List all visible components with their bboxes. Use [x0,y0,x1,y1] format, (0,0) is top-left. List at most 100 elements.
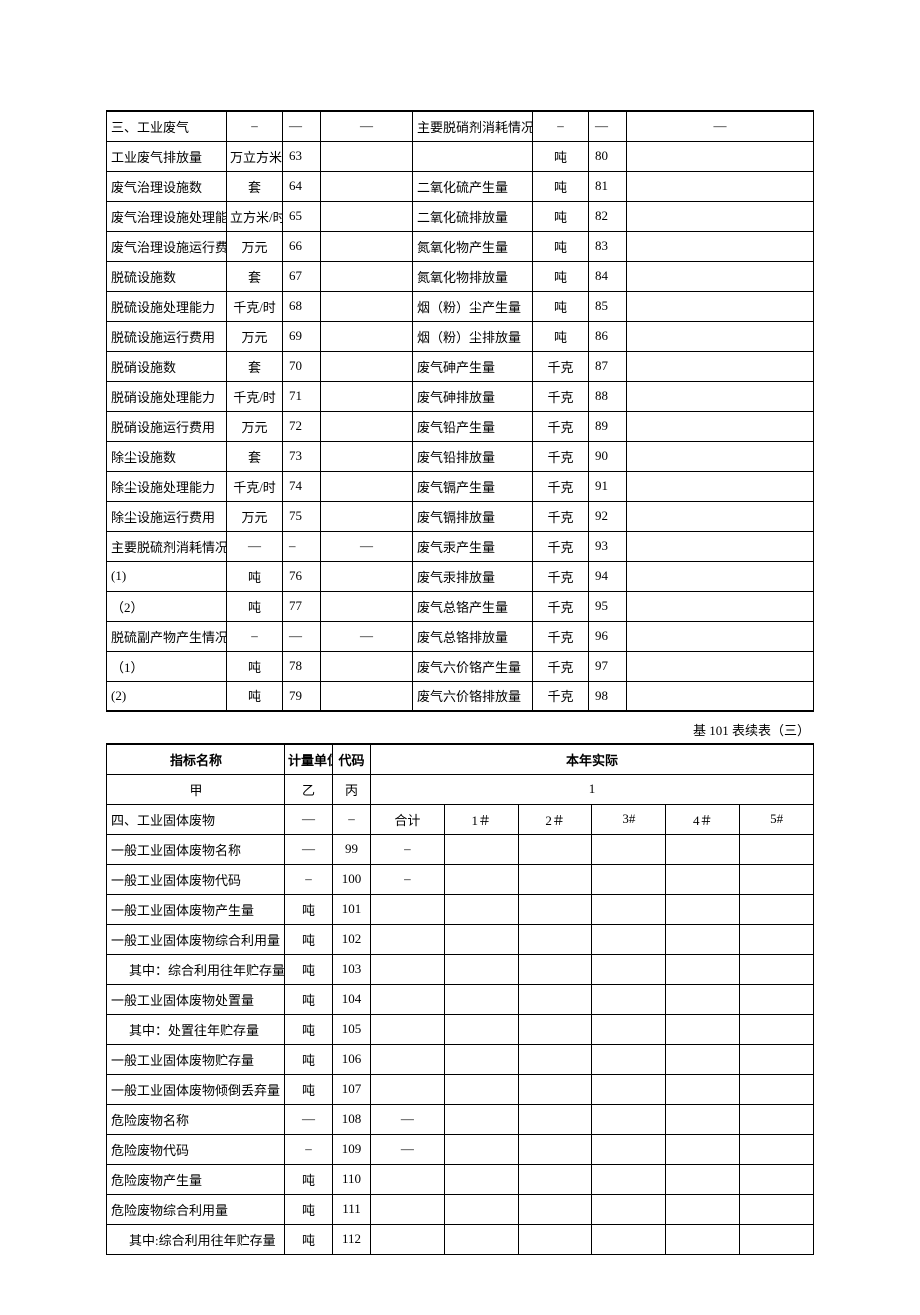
cell: 废气总铬排放量 [413,621,533,651]
cell [666,864,740,894]
table-row: 四、工业固体废物—–合计1＃2＃3#4＃5# [107,804,814,834]
cell: 85 [589,291,627,321]
cell: 氮氧化物排放量 [413,261,533,291]
cell [666,1134,740,1164]
cell: 101 [333,894,371,924]
table-row: 一般工业固体废物名称—99– [107,834,814,864]
cell: 脱硫设施数 [107,261,227,291]
cell: 69 [283,321,321,351]
table-row: 脱硝设施数套70废气砷产生量千克87 [107,351,814,381]
table-row: （2）吨77废气总铬产生量千克95 [107,591,814,621]
cell: 吨 [227,591,283,621]
cell [518,924,592,954]
cell [321,141,413,171]
table-row: 其中：综合利用往年贮存量吨103 [107,954,814,984]
cell: 吨 [285,924,333,954]
cell: – [285,864,333,894]
cell [518,1194,592,1224]
cell: 97 [589,651,627,681]
cell: 109 [333,1134,371,1164]
cell: 吨 [285,1194,333,1224]
cell [444,1044,518,1074]
cell [666,1164,740,1194]
table-row: (2)吨79废气六价铬排放量千克98 [107,681,814,711]
cell: 烟（粉）尘排放量 [413,321,533,351]
cell: — [321,111,413,141]
cell [592,924,666,954]
cell [444,1014,518,1044]
cell: 万元 [227,321,283,351]
cell [321,501,413,531]
cell: 76 [283,561,321,591]
cell: 104 [333,984,371,1014]
cell: 一般工业固体废物产生量 [107,894,285,924]
cell [666,984,740,1014]
cell: 72 [283,411,321,441]
cell: 套 [227,351,283,381]
cell: 套 [227,171,283,201]
table-row: 危险废物产生量吨110 [107,1164,814,1194]
cell: 63 [283,141,321,171]
cell [666,1074,740,1104]
cell: – [227,111,283,141]
t2-head-actual: 本年实际 [371,744,814,774]
cell [666,894,740,924]
cell [321,381,413,411]
cell: 吨 [285,984,333,1014]
cell: 83 [589,231,627,261]
cell [444,1104,518,1134]
cell [371,1044,445,1074]
cell: 105 [333,1014,371,1044]
cell [444,1134,518,1164]
cell [371,1074,445,1104]
cell [321,261,413,291]
table-row: 工业废气排放量万立方米63吨80 [107,141,814,171]
table-row: 除尘设施数套73废气铅排放量千克90 [107,441,814,471]
cell: 千克 [533,621,589,651]
cell: – [283,531,321,561]
cell: 除尘设施数 [107,441,227,471]
cell: 千克 [533,501,589,531]
cell [321,321,413,351]
cell: 吨 [227,681,283,711]
table-row: 脱硫设施数套67氮氧化物排放量吨84 [107,261,814,291]
cell [321,651,413,681]
cell [444,834,518,864]
cell: 吨 [285,894,333,924]
cell: 吨 [227,651,283,681]
cell: 三、工业废气 [107,111,227,141]
table-row: 一般工业固体废物倾倒丢弃量吨107 [107,1074,814,1104]
cell: – [333,804,371,834]
cell: 100 [333,864,371,894]
cell [518,1074,592,1104]
cell: 脱硝设施数 [107,351,227,381]
cell: 吨 [533,291,589,321]
cell [666,1224,740,1254]
cell [666,1044,740,1074]
table-row: 废气治理设施数套64二氧化硫产生量吨81 [107,171,814,201]
cell: 吨 [285,954,333,984]
cell: 万立方米 [227,141,283,171]
cell: 84 [589,261,627,291]
cell: 79 [283,681,321,711]
cell: 一般工业固体废物名称 [107,834,285,864]
cell: 脱硫设施运行费用 [107,321,227,351]
cell [592,894,666,924]
cell [321,471,413,501]
cell [666,1104,740,1134]
cell: 吨 [533,261,589,291]
cell: 77 [283,591,321,621]
cell: 91 [589,471,627,501]
cell [518,894,592,924]
cell [444,954,518,984]
cell: 吨 [285,1044,333,1074]
cell [627,501,814,531]
t2-sub-name: 甲 [107,774,285,804]
cell [666,1194,740,1224]
cell: 千克/时 [227,381,283,411]
table-row: 一般工业固体废物贮存量吨106 [107,1044,814,1074]
cell: — [283,111,321,141]
cell: 99 [333,834,371,864]
cell [592,1194,666,1224]
cell: 废气镉排放量 [413,501,533,531]
